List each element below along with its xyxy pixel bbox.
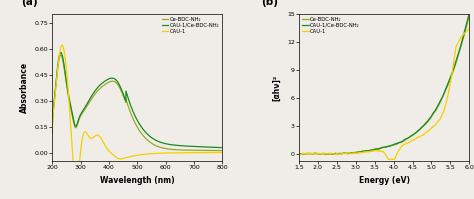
Ce-BDC-NH₂	[49, 132, 55, 135]
Text: (b): (b)	[262, 0, 279, 7]
CAU-1/Ce-BDC-NH₂	[369, 149, 375, 151]
Legend: Ce-BDC-NH₂, CAU-1/Ce-BDC-NH₂, CAU-1: Ce-BDC-NH₂, CAU-1/Ce-BDC-NH₂, CAU-1	[300, 15, 362, 36]
CAU-1	[72, 165, 78, 168]
CAU-1/Ce-BDC-NH₂	[341, 152, 346, 154]
Ce-BDC-NH₂	[143, 137, 148, 139]
CAU-1	[123, 156, 129, 159]
CAU-1	[219, 151, 225, 154]
CAU-1	[59, 44, 65, 46]
CAU-1	[139, 153, 145, 156]
Ce-BDC-NH₂	[107, 81, 112, 83]
Ce-BDC-NH₂	[466, 15, 472, 17]
CAU-1	[340, 152, 346, 155]
CAU-1/Ce-BDC-NH₂	[466, 13, 472, 15]
X-axis label: Wavelength (nm): Wavelength (nm)	[100, 176, 174, 185]
Line: Ce-BDC-NH₂: Ce-BDC-NH₂	[52, 55, 222, 151]
CAU-1	[143, 153, 148, 155]
CAU-1	[386, 158, 392, 161]
Ce-BDC-NH₂	[315, 152, 320, 155]
CAU-1/Ce-BDC-NH₂	[296, 153, 302, 155]
Legend: Ce-BDC-NH₂, CAU-1/Ce-BDC-NH₂, CAU-1: Ce-BDC-NH₂, CAU-1/Ce-BDC-NH₂, CAU-1	[160, 15, 221, 36]
CAU-1/Ce-BDC-NH₂	[72, 124, 78, 126]
CAU-1/Ce-BDC-NH₂	[58, 51, 64, 54]
CAU-1/Ce-BDC-NH₂	[219, 146, 225, 149]
X-axis label: Energy (eV): Energy (eV)	[359, 176, 410, 185]
CAU-1	[49, 133, 55, 135]
Line: CAU-1/Ce-BDC-NH₂: CAU-1/Ce-BDC-NH₂	[299, 14, 469, 154]
CAU-1	[107, 151, 113, 153]
CAU-1	[369, 150, 374, 153]
CAU-1/Ce-BDC-NH₂	[331, 153, 337, 155]
Ce-BDC-NH₂	[72, 126, 78, 128]
CAU-1/Ce-BDC-NH₂	[418, 127, 423, 130]
CAU-1/Ce-BDC-NH₂	[49, 131, 55, 134]
CAU-1	[71, 165, 76, 168]
CAU-1	[443, 101, 449, 104]
Ce-BDC-NH₂	[219, 149, 225, 152]
CAU-1/Ce-BDC-NH₂	[466, 13, 472, 15]
Line: Ce-BDC-NH₂: Ce-BDC-NH₂	[299, 16, 469, 154]
Ce-BDC-NH₂	[425, 121, 430, 123]
Ce-BDC-NH₂	[443, 88, 449, 91]
Ce-BDC-NH₂	[341, 152, 346, 155]
Line: CAU-1: CAU-1	[299, 28, 469, 159]
CAU-1	[418, 135, 423, 138]
CAU-1/Ce-BDC-NH₂	[315, 152, 320, 155]
Ce-BDC-NH₂	[123, 99, 129, 101]
CAU-1/Ce-BDC-NH₂	[143, 131, 148, 133]
Ce-BDC-NH₂	[78, 114, 84, 117]
CAU-1/Ce-BDC-NH₂	[139, 126, 145, 129]
Text: (a): (a)	[21, 0, 38, 7]
CAU-1/Ce-BDC-NH₂	[443, 87, 449, 89]
Y-axis label: [αhν]²: [αhν]²	[273, 74, 282, 101]
Ce-BDC-NH₂	[58, 54, 64, 56]
CAU-1/Ce-BDC-NH₂	[107, 77, 112, 80]
Ce-BDC-NH₂	[323, 153, 329, 155]
CAU-1	[466, 27, 472, 29]
Ce-BDC-NH₂	[139, 133, 145, 135]
CAU-1	[315, 152, 320, 155]
Ce-BDC-NH₂	[296, 153, 302, 155]
CAU-1	[296, 153, 302, 155]
CAU-1/Ce-BDC-NH₂	[123, 90, 129, 93]
Ce-BDC-NH₂	[369, 149, 375, 151]
CAU-1	[78, 146, 84, 148]
CAU-1/Ce-BDC-NH₂	[425, 120, 430, 122]
CAU-1/Ce-BDC-NH₂	[78, 113, 84, 115]
CAU-1	[425, 130, 430, 133]
Line: CAU-1: CAU-1	[52, 45, 222, 166]
Y-axis label: Absorbance: Absorbance	[19, 62, 28, 113]
Line: CAU-1/Ce-BDC-NH₂: CAU-1/Ce-BDC-NH₂	[52, 53, 222, 148]
Ce-BDC-NH₂	[418, 128, 423, 130]
